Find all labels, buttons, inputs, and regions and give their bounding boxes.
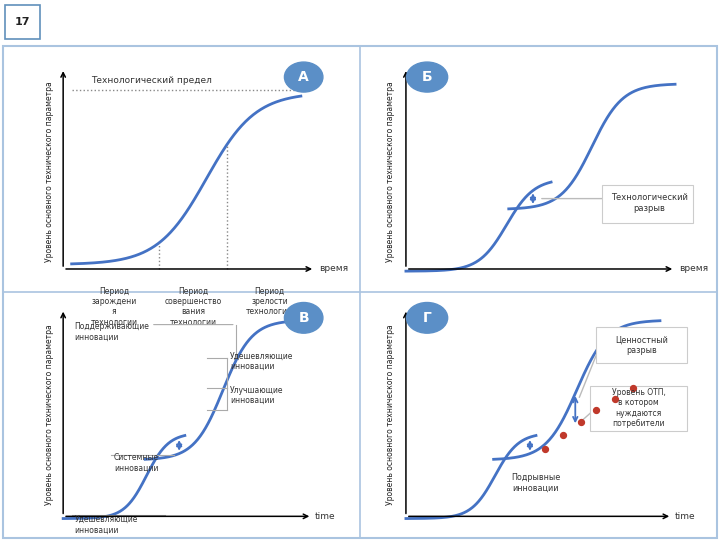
Text: 17: 17 <box>14 17 30 27</box>
Text: Б: Б <box>422 70 433 84</box>
Text: Удешевляющие
инновации: Удешевляющие инновации <box>74 515 138 535</box>
Circle shape <box>284 62 323 92</box>
Circle shape <box>407 302 448 333</box>
Point <box>575 417 587 426</box>
Text: В: В <box>298 311 309 325</box>
FancyBboxPatch shape <box>603 185 693 223</box>
Text: Г: Г <box>423 311 431 325</box>
Point <box>539 444 551 453</box>
Circle shape <box>284 302 323 333</box>
Text: Технологический предел: Технологический предел <box>91 76 212 85</box>
Point <box>627 383 639 392</box>
Text: Уровень основного технического параметра: Уровень основного технического параметра <box>45 82 53 262</box>
Text: time: time <box>315 512 336 521</box>
Text: time: time <box>675 512 696 521</box>
Point <box>590 406 602 415</box>
Text: Системные
инновации: Системные инновации <box>114 453 159 472</box>
Text: Уровень основного технического параметра: Уровень основного технического параметра <box>387 82 395 262</box>
FancyBboxPatch shape <box>590 386 687 430</box>
Point <box>557 431 569 440</box>
Text: Период
зарождени
я
технологии: Период зарождени я технологии <box>91 287 138 327</box>
Text: Уровень ОТП,
в котором
нуждаются
потребители: Уровень ОТП, в котором нуждаются потреби… <box>612 388 666 428</box>
FancyBboxPatch shape <box>596 327 687 363</box>
Text: Подрывные
инновации: Подрывные инновации <box>511 474 561 493</box>
Text: Технологический
разрыв: Технологический разрыв <box>611 193 688 213</box>
Point <box>609 395 621 403</box>
Text: Уровень основного технического параметра: Уровень основного технического параметра <box>387 325 395 505</box>
Text: Ценностный
разрыв: Ценностный разрыв <box>616 335 668 355</box>
Text: Технологическая кривая. Подрывные инновации: Технологическая кривая. Подрывные иннова… <box>152 13 626 31</box>
Text: время: время <box>319 265 348 273</box>
Text: А: А <box>298 70 309 84</box>
Text: Удешевляющие
инновации: Удешевляющие инновации <box>230 352 294 371</box>
Text: время: время <box>680 265 708 273</box>
Text: Улучшающие
инновации: Улучшающие инновации <box>230 386 284 405</box>
Text: Поддерживающие
инновации: Поддерживающие инновации <box>74 322 149 342</box>
Circle shape <box>407 62 448 92</box>
FancyBboxPatch shape <box>5 5 40 39</box>
Text: Уровень основного технического параметра: Уровень основного технического параметра <box>45 325 53 505</box>
Text: Период
зрелости
технологии: Период зрелости технологии <box>246 287 293 316</box>
Text: Период
совершенство
вания
технологии: Период совершенство вания технологии <box>165 287 222 327</box>
